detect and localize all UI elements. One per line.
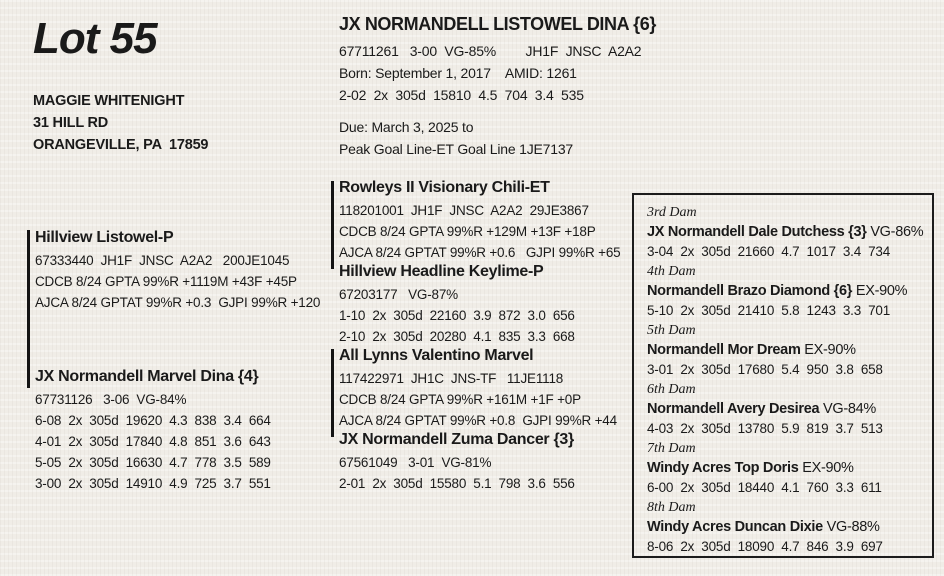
sires-dam-record-line: 2-10 2x 305d 20280 4.1 835 3.3 668 xyxy=(339,329,575,344)
dams-sire-block: All Lynns Valentino Marvel 117422971 JH1… xyxy=(339,346,617,431)
sire-block: Hillview Listowel-P 67333440 JH1F JNSC A… xyxy=(35,228,320,313)
dam-record: 8-06 2x 305d 18090 4.7 846 3.9 697 xyxy=(647,539,883,554)
dam-entry-3rd: 3rd Dam JX Normandell Dale Dutchess {3} … xyxy=(647,204,924,262)
dam-record: 6-00 2x 305d 18440 4.1 760 3.3 611 xyxy=(647,480,882,495)
dam-score: VG-86% xyxy=(870,224,924,240)
animal-id-line: 67711261 3-00 VG-85% JH1F JNSC A2A2 xyxy=(339,43,642,59)
dam-block: JX Normandell Marvel Dina {4} 67731126 3… xyxy=(35,367,271,494)
dam-score: VG-88% xyxy=(826,519,880,535)
dam-record-line: 3-00 2x 305d 14910 4.9 725 3.7 551 xyxy=(35,476,271,491)
animal-due-line: Due: March 3, 2025 to xyxy=(339,119,474,135)
dam-entry-8th: 8th Dam Windy Acres Duncan Dixie VG-88% … xyxy=(647,499,924,557)
dam-name-line: Windy Acres Duncan Dixie VG-88% xyxy=(647,517,924,537)
dam-name: Normandell Avery Desirea xyxy=(647,401,820,417)
dams-dam-id-line: 67561049 3-01 VG-81% xyxy=(339,455,492,470)
lot-number: Lot 55 xyxy=(33,14,158,63)
dam-score: EX-90% xyxy=(855,283,908,299)
consignor-address-line2: ORANGEVILLE, PA 17859 xyxy=(33,137,209,153)
dams-sire-id-line: 117422971 JH1C JNS-TF 11JE1118 xyxy=(339,371,564,386)
consignor-name: MAGGIE WHITENIGHT xyxy=(33,93,185,109)
dams-dam-name: JX Normandell Zuma Dancer {3} xyxy=(339,431,574,448)
dam-record: 4-03 2x 305d 13780 5.9 819 3.7 513 xyxy=(647,421,883,436)
dam-name: Windy Acres Top Doris xyxy=(647,460,799,476)
dams-dam-record-line: 2-01 2x 305d 15580 5.1 798 3.6 556 xyxy=(339,476,575,491)
dam-id-line: 67731126 3-06 VG-84% xyxy=(35,392,187,407)
pedigree-bracket-dam-side xyxy=(331,349,334,437)
sires-dam-id-line: 67203177 VG-87% xyxy=(339,287,458,302)
dam-score: EX-90% xyxy=(802,460,854,476)
sire-cdcb-line: CDCB 8/24 GPTA 99%R +1119M +43F +45P xyxy=(35,274,297,289)
dam-generation-label: 4th Dam xyxy=(647,264,696,279)
sires-sire-cdcb-line: CDCB 8/24 GPTA 99%R +129M +13F +18P xyxy=(339,224,596,239)
dams-sire-cdcb-line: CDCB 8/24 GPTA 99%R +161M +1F +0P xyxy=(339,392,581,407)
sires-sire-name: Rowleys II Visionary Chili-ET xyxy=(339,179,550,196)
extended-dams-box: 3rd Dam JX Normandell Dale Dutchess {3} … xyxy=(632,193,934,558)
pedigree-bracket-parents xyxy=(27,230,30,388)
animal-service-line: Peak Goal Line-ET Goal Line 1JE7137 xyxy=(339,141,574,157)
dam-name-line: Normandell Brazo Diamond {6} EX-90% xyxy=(647,281,924,301)
dam-entry-6th: 6th Dam Normandell Avery Desirea VG-84% … xyxy=(647,381,924,439)
sire-id-line: 67333440 JH1F JNSC A2A2 200JE1045 xyxy=(35,253,290,268)
consignor-block: MAGGIE WHITENIGHT 31 HILL RD ORANGEVILLE… xyxy=(33,90,208,156)
dams-sire-name: All Lynns Valentino Marvel xyxy=(339,347,534,364)
spacer xyxy=(339,106,656,116)
dam-generation-label: 6th Dam xyxy=(647,382,696,397)
dam-record: 3-01 2x 305d 17680 5.4 950 3.8 658 xyxy=(647,362,883,377)
dam-generation-label: 3rd Dam xyxy=(647,205,697,220)
dam-name: Normandell Mor Dream xyxy=(647,342,801,358)
animal-header-block: JX NORMANDELL LISTOWEL DINA {6} 67711261… xyxy=(339,12,656,160)
dam-record: 3-04 2x 305d 21660 4.7 1017 3.4 734 xyxy=(647,244,891,259)
sires-dam-record-line: 1-10 2x 305d 22160 3.9 872 3.0 656 xyxy=(339,308,575,323)
dam-generation-label: 8th Dam xyxy=(647,500,696,515)
sires-dam-name: Hillview Headline Keylime-P xyxy=(339,263,544,280)
dam-name: Normandell Brazo Diamond {6} xyxy=(647,283,853,299)
dam-name-line: JX Normandell Dale Dutchess {3} VG-86% xyxy=(647,222,924,242)
sire-ajca-line: AJCA 8/24 GPTAT 99%R +0.3 GJPI 99%R +120 xyxy=(35,295,321,310)
dams-sire-ajca-line: AJCA 8/24 GPTAT 99%R +0.8 GJPI 99%R +44 xyxy=(339,413,617,428)
dams-dam-block: JX Normandell Zuma Dancer {3} 67561049 3… xyxy=(339,430,575,494)
dam-name: Windy Acres Duncan Dixie xyxy=(647,519,823,535)
sires-dam-block: Hillview Headline Keylime-P 67203177 VG-… xyxy=(339,262,575,347)
dam-record-line: 5-05 2x 305d 16630 4.7 778 3.5 589 xyxy=(35,455,271,470)
dam-name-line: Normandell Mor Dream EX-90% xyxy=(647,340,924,360)
dam-name-line: Normandell Avery Desirea VG-84% xyxy=(647,399,924,419)
dam-score: VG-84% xyxy=(823,401,876,417)
dam-entry-7th: 7th Dam Windy Acres Top Doris EX-90% 6-0… xyxy=(647,440,924,498)
dam-name-line: Windy Acres Top Doris EX-90% xyxy=(647,458,924,478)
dam-record-line: 4-01 2x 305d 17840 4.8 851 3.6 643 xyxy=(35,434,271,449)
pedigree-bracket-sire-side xyxy=(331,181,334,269)
dam-score: EX-90% xyxy=(804,342,856,358)
dam-name: JX Normandell Marvel Dina {4} xyxy=(35,368,259,385)
animal-record-line: 2-02 2x 305d 15810 4.5 704 3.4 535 xyxy=(339,87,584,103)
dam-generation-label: 7th Dam xyxy=(647,441,696,456)
dam-record: 5-10 2x 305d 21410 5.8 1243 3.3 701 xyxy=(647,303,891,318)
dam-name: JX Normandell Dale Dutchess {3} xyxy=(647,224,867,240)
dam-generation-label: 5th Dam xyxy=(647,323,696,338)
animal-name: JX NORMANDELL LISTOWEL DINA {6} xyxy=(339,14,656,34)
dam-entry-4th: 4th Dam Normandell Brazo Diamond {6} EX-… xyxy=(647,263,924,321)
sire-name: Hillview Listowel-P xyxy=(35,229,174,246)
dam-entry-5th: 5th Dam Normandell Mor Dream EX-90% 3-01… xyxy=(647,322,924,380)
sires-sire-id-line: 118201001 JH1F JNSC A2A2 29JE3867 xyxy=(339,203,589,218)
animal-born-line: Born: September 1, 2017 AMID: 1261 xyxy=(339,65,577,81)
sires-sire-ajca-line: AJCA 8/24 GPTAT 99%R +0.6 GJPI 99%R +65 xyxy=(339,245,621,260)
consignor-address-line1: 31 HILL RD xyxy=(33,115,109,131)
sires-sire-block: Rowleys II Visionary Chili-ET 118201001 … xyxy=(339,178,621,263)
dam-record-line: 6-08 2x 305d 19620 4.3 838 3.4 664 xyxy=(35,413,271,428)
